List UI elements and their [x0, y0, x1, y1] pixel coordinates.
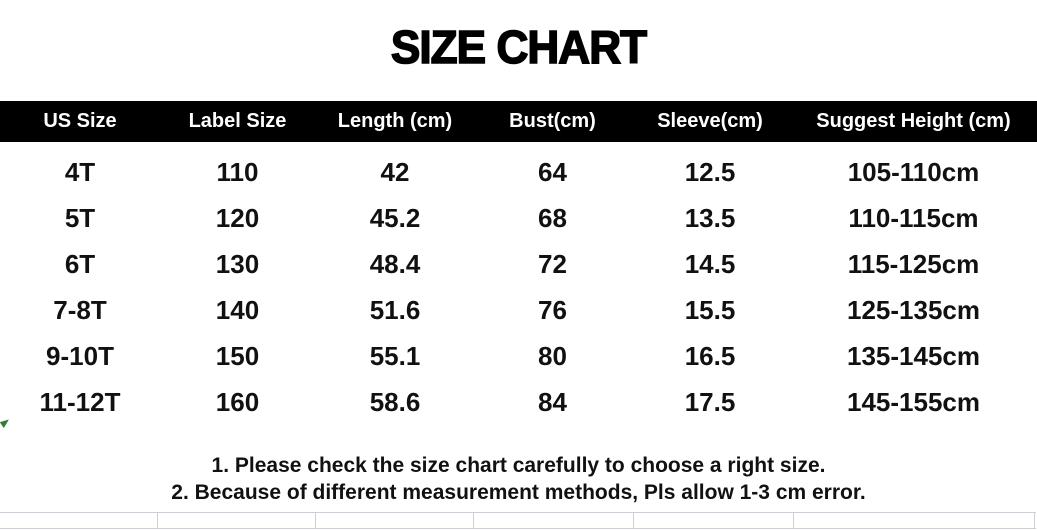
- column-header-bust: Bust(cm): [509, 110, 596, 132]
- table-cell: 110-115cm: [848, 202, 979, 233]
- table-cell: 14.5: [684, 248, 736, 279]
- table-cell: 58.6: [369, 386, 421, 417]
- table-cell: 55.1: [369, 340, 421, 371]
- footnotes: 1. Please check the size chart carefully…: [0, 452, 1037, 506]
- table-cell: 120: [215, 202, 260, 233]
- table-cell: 145-155cm: [847, 386, 980, 417]
- table-row: 9-10T 150 55.1 80 16.5 135-145cm: [0, 333, 1037, 379]
- table-cell: 130: [215, 248, 260, 279]
- table-cell: 135-145cm: [847, 340, 980, 371]
- column-header-label-size: Label Size: [188, 110, 287, 132]
- table-cell: 84: [538, 386, 567, 417]
- table-cell: 9-10T: [46, 340, 114, 371]
- table-cell: 16.5: [684, 340, 736, 371]
- table-cell: 42: [380, 156, 410, 187]
- next-table-divider: [793, 513, 794, 528]
- table-row: 11-12T 160 58.6 84 17.5 145-155cm: [0, 379, 1037, 425]
- table-cell: 150: [215, 340, 260, 371]
- table-cell: 115-125cm: [847, 248, 980, 279]
- table-cell: 64: [538, 156, 567, 187]
- table-cell: 13.5: [684, 202, 736, 233]
- column-header-suggest-height: Suggest Height (cm): [816, 110, 1011, 132]
- next-table-divider: [315, 513, 316, 528]
- table-cell: 4T: [64, 156, 96, 187]
- table-cell: 125-135cm: [847, 294, 980, 325]
- table-cell: 76: [538, 294, 567, 325]
- table-cell: 72: [538, 248, 567, 279]
- table-cell: 68: [538, 202, 567, 233]
- next-table-divider: [157, 513, 158, 528]
- table-cell: 7-8T: [53, 294, 107, 325]
- table-cell: 48.4: [369, 248, 421, 279]
- table-cell: 80: [538, 340, 567, 371]
- table-cell: 6T: [64, 248, 96, 279]
- size-table-header: US Size Label Size Length (cm) Bust(cm) …: [0, 101, 1037, 142]
- table-cell: 110: [216, 156, 259, 187]
- table-cell: 140: [215, 294, 260, 325]
- table-row: 6T 130 48.4 72 14.5 115-125cm: [0, 241, 1037, 287]
- table-cell: 105-110cm: [847, 156, 980, 187]
- footnote-1: 1. Please check the size chart carefully…: [211, 454, 826, 477]
- table-cell: 15.5: [684, 294, 736, 325]
- footnote-2: 2. Because of different measurement meth…: [171, 481, 866, 504]
- column-header-us-size: US Size: [43, 110, 117, 132]
- next-table-divider: [1034, 513, 1035, 528]
- table-row: 7-8T 140 51.6 76 15.5 125-135cm: [0, 287, 1037, 333]
- column-header-sleeve: Sleeve(cm): [657, 110, 763, 132]
- table-cell: 160: [215, 386, 260, 417]
- table-row: 4T 110 42 64 12.5 105-110cm: [0, 149, 1037, 195]
- column-header-length: Length (cm): [337, 110, 453, 132]
- table-cell: 51.6: [369, 294, 421, 325]
- table-row: 5T 120 45.2 68 13.5 110-115cm: [0, 195, 1037, 241]
- table-cell: 5T: [64, 202, 96, 233]
- page-title: SIZE CHART: [390, 20, 648, 74]
- next-table-divider: [633, 513, 634, 528]
- table-cell: 12.5: [684, 156, 736, 187]
- next-table-divider: [473, 513, 474, 528]
- next-table-top-edge: [0, 512, 1036, 529]
- table-cell: 45.2: [369, 202, 421, 233]
- table-cell: 11-12T: [39, 386, 121, 417]
- size-table-body: 4T 110 42 64 12.5 105-110cm 5T 120 45.2 68 13.5 110…: [0, 142, 1037, 425]
- table-cell: 17.5: [684, 386, 736, 417]
